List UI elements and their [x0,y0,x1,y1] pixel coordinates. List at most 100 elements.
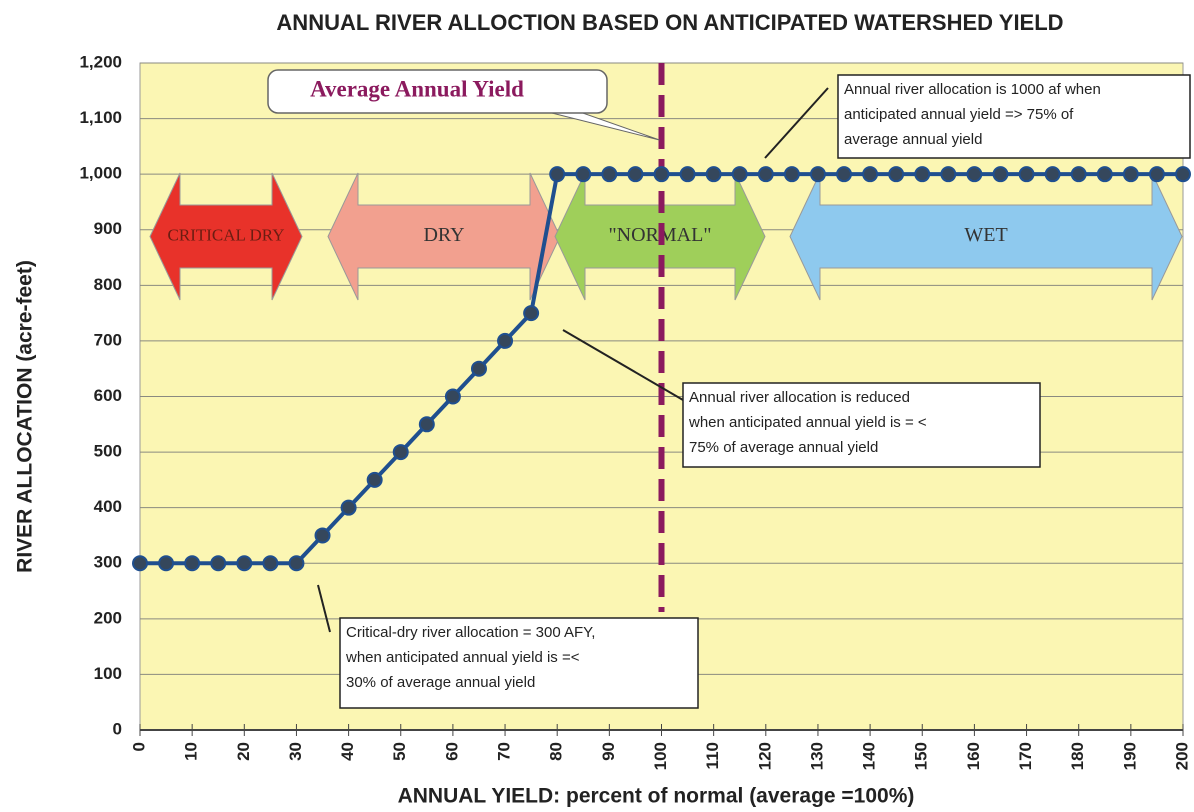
y-axis-label: RIVER ALLOCATION (acre-feet) [14,260,37,573]
data-point [757,166,774,183]
data-point [601,166,618,183]
y-tick-label: 600 [94,386,122,405]
x-tick-label: 70 [495,742,514,761]
data-point [158,555,175,572]
x-tick-label: 20 [234,742,253,761]
data-point [679,166,696,183]
zone-label: DRY [423,224,464,246]
data-point [705,166,722,183]
callout-box [682,382,1041,468]
callout-text: Annual river allocation is reduced [689,389,910,406]
data-point [132,555,148,572]
x-tick-label: 150 [912,742,931,770]
callout-text: when anticipated annual yield is =< [345,649,580,666]
data-point [1096,166,1113,183]
callout-leader [317,584,331,633]
data-point [184,555,201,572]
data-point [210,555,227,572]
data-point [1148,166,1165,183]
data-point [1044,166,1061,183]
y-tick-label: 200 [94,608,122,627]
callout-text: 75% of average annual yield [689,439,878,456]
data-point [627,166,644,183]
y-tick-label: 0 [113,719,122,738]
data-point [1122,166,1139,183]
data-point [366,471,383,488]
x-axis-label: ANNUAL YIELD: percent of normal (average… [398,785,915,808]
data-point [914,166,931,183]
x-tick-label: 160 [964,742,983,770]
data-point [1070,166,1087,183]
zone-label: CRITICAL DRY [168,225,285,244]
x-tick-label: 200 [1172,742,1191,770]
data-point [862,166,879,183]
data-point [783,166,800,183]
data-point [288,555,305,572]
x-tick-label: 140 [860,742,879,770]
x-tick-label: 0 [129,742,148,751]
x-tick-label: 10 [182,742,201,761]
x-tick-label: 40 [338,742,357,761]
data-point [575,166,592,183]
data-point [940,166,957,183]
data-point [966,166,983,183]
y-tick-label: 300 [94,553,122,572]
callout-box [267,69,608,114]
callout-box [339,617,699,709]
callout-text: anticipated annual yield => 75% of [844,106,1074,123]
y-tick-label: 100 [94,664,122,683]
zone-arrow [149,172,303,301]
y-tick-label: 900 [94,219,122,238]
x-tick-label: 90 [599,742,618,761]
y-tick-label: 800 [94,275,122,294]
y-tick-label: 1,200 [79,52,122,71]
data-point [836,166,853,183]
zone-arrow [789,172,1183,301]
data-point [523,305,540,322]
data-point [444,388,461,405]
x-tick-label: 100 [651,742,670,770]
y-tick-label: 500 [94,442,122,461]
x-tick-label: 120 [755,742,774,770]
x-tick-label: 80 [547,742,566,761]
data-point [731,166,748,183]
x-tick-label: 110 [703,742,722,769]
data-point [1018,166,1035,183]
zone-label: WET [964,224,1007,246]
x-tick-label: 190 [1120,742,1139,770]
data-point [236,555,253,572]
callout-text: Annual river allocation is 1000 af when [844,81,1101,98]
y-tick-label: 400 [94,497,122,516]
data-point [392,444,409,461]
callout-text: when anticipated annual yield is = < [688,414,927,431]
data-point [340,499,357,516]
data-point [262,555,279,572]
callout-text: average annual yield [844,131,982,148]
data-point [497,332,514,349]
callout-text: Critical-dry river allocation = 300 AFY, [346,624,595,641]
callout-text: 30% of average annual yield [346,674,535,691]
data-point [470,360,487,377]
data-point [653,166,670,183]
chart-title: ANNUAL RIVER ALLOCTION BASED ON ANTICIPA… [276,10,1064,35]
x-tick-label: 60 [442,742,461,761]
data-point [1175,166,1191,183]
callout-leader [764,87,829,159]
data-point [314,527,331,544]
y-tick-label: 700 [94,330,122,349]
callout-box [837,74,1191,159]
data-point [418,416,435,433]
y-tick-label: 1,100 [79,108,122,127]
y-tick-label: 1,000 [79,164,122,183]
x-tick-label: 180 [1068,742,1087,770]
data-point [549,166,566,183]
x-tick-label: 30 [286,742,305,761]
reference-label: Average Annual Yield [310,76,524,101]
x-tick-label: 50 [390,742,409,761]
x-tick-label: 170 [1016,742,1035,770]
data-point [809,166,826,183]
data-point [992,166,1009,183]
data-point [888,166,905,183]
